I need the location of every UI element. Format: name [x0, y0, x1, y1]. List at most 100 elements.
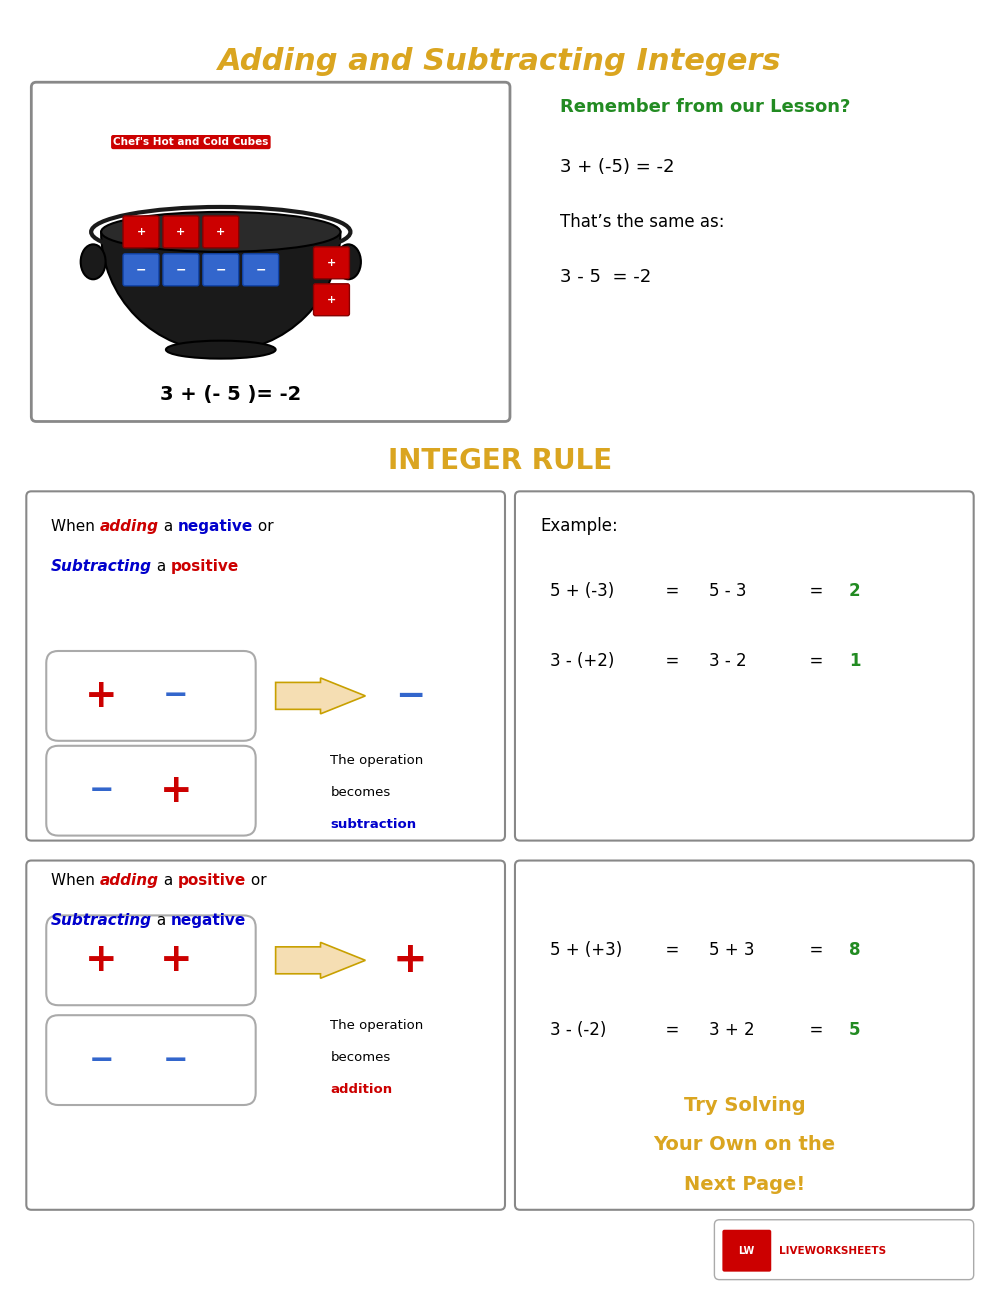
Text: 5: 5 — [849, 1021, 861, 1039]
Text: 5 + (-3): 5 + (-3) — [550, 582, 614, 600]
Text: +: + — [216, 227, 225, 236]
Text: −: − — [176, 263, 186, 276]
Text: a: a — [152, 913, 171, 928]
Text: −: − — [88, 776, 114, 806]
Text: becomes: becomes — [330, 786, 391, 799]
Text: +: + — [327, 258, 336, 267]
FancyBboxPatch shape — [26, 861, 505, 1210]
FancyBboxPatch shape — [722, 1230, 771, 1272]
FancyBboxPatch shape — [314, 247, 349, 279]
Text: 2: 2 — [849, 582, 861, 600]
Text: a: a — [159, 519, 178, 533]
FancyBboxPatch shape — [26, 492, 505, 840]
FancyBboxPatch shape — [163, 216, 199, 248]
Text: positive: positive — [178, 873, 246, 888]
Text: The operation: The operation — [330, 1019, 424, 1032]
FancyBboxPatch shape — [515, 492, 974, 840]
Ellipse shape — [336, 244, 361, 279]
Polygon shape — [276, 942, 365, 979]
Text: 1: 1 — [849, 652, 861, 670]
Text: adding: adding — [100, 873, 159, 888]
Text: +: + — [85, 941, 117, 980]
FancyBboxPatch shape — [31, 83, 510, 421]
Text: −: − — [216, 263, 226, 276]
Text: Your Own on the: Your Own on the — [653, 1135, 835, 1154]
FancyBboxPatch shape — [203, 216, 239, 248]
Text: +: + — [327, 294, 336, 305]
Text: or: or — [246, 873, 266, 888]
Text: 5 - 3: 5 - 3 — [709, 582, 747, 600]
Text: +: + — [176, 227, 186, 236]
Text: 5 + 3: 5 + 3 — [709, 941, 755, 959]
Text: −: − — [88, 1046, 114, 1074]
Text: 3 - (+2): 3 - (+2) — [550, 652, 614, 670]
Text: positive: positive — [171, 559, 239, 573]
Text: LIVEWORKSHEETS: LIVEWORKSHEETS — [779, 1246, 886, 1256]
Ellipse shape — [101, 212, 340, 252]
Text: =: = — [799, 1021, 834, 1039]
Text: adding: adding — [100, 519, 159, 533]
FancyBboxPatch shape — [314, 284, 349, 316]
Text: a: a — [159, 873, 178, 888]
FancyBboxPatch shape — [123, 216, 159, 248]
Text: negative: negative — [171, 913, 246, 928]
Text: LW: LW — [738, 1246, 754, 1256]
Text: +: + — [393, 940, 428, 981]
Text: Chef's Hot and Cold Cubes: Chef's Hot and Cold Cubes — [113, 137, 269, 147]
Ellipse shape — [166, 341, 276, 359]
Text: =: = — [655, 941, 689, 959]
FancyBboxPatch shape — [123, 254, 159, 285]
Text: The operation: The operation — [330, 754, 424, 767]
FancyBboxPatch shape — [46, 651, 256, 741]
Text: becomes: becomes — [330, 1051, 391, 1064]
Text: 8: 8 — [849, 941, 861, 959]
Text: =: = — [799, 941, 834, 959]
Polygon shape — [276, 678, 365, 714]
Text: =: = — [655, 1021, 689, 1039]
Text: Example:: Example: — [540, 518, 618, 536]
Text: −: − — [163, 1046, 189, 1074]
Text: When: When — [51, 519, 100, 533]
Text: negative: negative — [178, 519, 253, 533]
Text: =: = — [655, 582, 689, 600]
Text: 3 + 2: 3 + 2 — [709, 1021, 755, 1039]
Ellipse shape — [81, 244, 106, 279]
Text: Adding and Subtracting Integers: Adding and Subtracting Integers — [218, 48, 782, 76]
Text: Try Solving: Try Solving — [684, 1096, 805, 1114]
Text: −: − — [163, 682, 189, 710]
Text: or: or — [253, 519, 273, 533]
Text: When: When — [51, 873, 100, 888]
FancyBboxPatch shape — [203, 254, 239, 285]
FancyBboxPatch shape — [46, 1015, 256, 1105]
Text: =: = — [799, 582, 834, 600]
FancyBboxPatch shape — [243, 254, 279, 285]
FancyBboxPatch shape — [46, 746, 256, 835]
Text: −: − — [395, 679, 425, 713]
Text: INTEGER RULE: INTEGER RULE — [388, 448, 612, 475]
Wedge shape — [101, 232, 340, 351]
Text: Subtracting: Subtracting — [51, 913, 152, 928]
Text: 3 + (- 5 )= -2: 3 + (- 5 )= -2 — [160, 385, 301, 404]
Text: 3 - (-2): 3 - (-2) — [550, 1021, 606, 1039]
Text: 3 - 5  = -2: 3 - 5 = -2 — [560, 267, 651, 285]
FancyBboxPatch shape — [515, 861, 974, 1210]
Text: +: + — [160, 941, 192, 980]
FancyBboxPatch shape — [46, 915, 256, 1006]
Text: +: + — [136, 227, 146, 236]
FancyBboxPatch shape — [714, 1220, 974, 1279]
FancyBboxPatch shape — [163, 254, 199, 285]
Text: Remember from our Lesson?: Remember from our Lesson? — [560, 98, 850, 116]
Text: −: − — [136, 263, 146, 276]
Text: +: + — [160, 772, 192, 809]
Text: subtraction: subtraction — [330, 818, 417, 831]
Text: 5 + (+3): 5 + (+3) — [550, 941, 622, 959]
Text: 3 - 2: 3 - 2 — [709, 652, 747, 670]
Text: 3 + (-5) = -2: 3 + (-5) = -2 — [560, 158, 674, 176]
Text: =: = — [655, 652, 689, 670]
Text: addition: addition — [330, 1083, 393, 1096]
Text: a: a — [152, 559, 171, 573]
Text: −: − — [255, 263, 266, 276]
Text: =: = — [799, 652, 834, 670]
Text: That’s the same as:: That’s the same as: — [560, 213, 724, 231]
Text: +: + — [85, 676, 117, 715]
